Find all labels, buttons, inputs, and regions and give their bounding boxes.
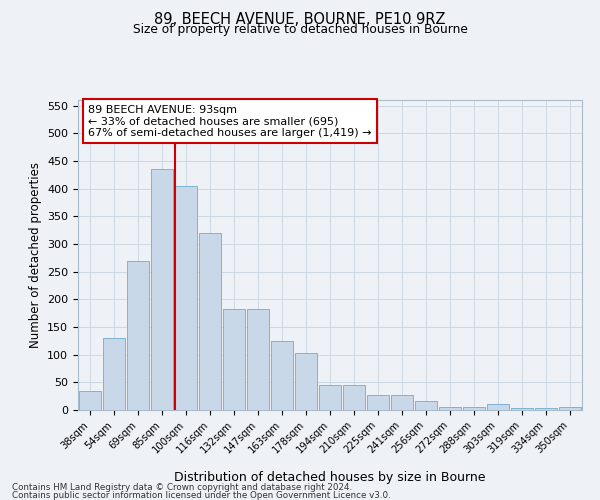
Text: Distribution of detached houses by size in Bourne: Distribution of detached houses by size … bbox=[174, 471, 486, 484]
Bar bbox=[103, 338, 125, 410]
Bar bbox=[439, 406, 461, 410]
Text: Size of property relative to detached houses in Bourne: Size of property relative to detached ho… bbox=[133, 22, 467, 36]
Bar bbox=[343, 385, 365, 410]
Bar bbox=[271, 341, 293, 410]
Y-axis label: Number of detached properties: Number of detached properties bbox=[29, 162, 41, 348]
Bar bbox=[175, 186, 197, 410]
Bar bbox=[223, 308, 245, 410]
Bar bbox=[511, 408, 533, 410]
Bar bbox=[367, 394, 389, 410]
Bar bbox=[295, 353, 317, 410]
Text: 89, BEECH AVENUE, BOURNE, PE10 9RZ: 89, BEECH AVENUE, BOURNE, PE10 9RZ bbox=[154, 12, 446, 28]
Bar bbox=[487, 404, 509, 410]
Bar bbox=[319, 385, 341, 410]
Text: Contains HM Land Registry data © Crown copyright and database right 2024.: Contains HM Land Registry data © Crown c… bbox=[12, 483, 352, 492]
Text: Contains public sector information licensed under the Open Government Licence v3: Contains public sector information licen… bbox=[12, 490, 391, 500]
Text: 89 BEECH AVENUE: 93sqm
← 33% of detached houses are smaller (695)
67% of semi-de: 89 BEECH AVENUE: 93sqm ← 33% of detached… bbox=[88, 104, 371, 138]
Bar bbox=[247, 308, 269, 410]
Bar bbox=[535, 408, 557, 410]
Bar bbox=[79, 390, 101, 410]
Bar bbox=[391, 394, 413, 410]
Bar bbox=[559, 406, 581, 410]
Bar bbox=[463, 407, 485, 410]
Bar bbox=[127, 260, 149, 410]
Bar bbox=[415, 400, 437, 410]
Bar bbox=[199, 233, 221, 410]
Bar bbox=[151, 169, 173, 410]
